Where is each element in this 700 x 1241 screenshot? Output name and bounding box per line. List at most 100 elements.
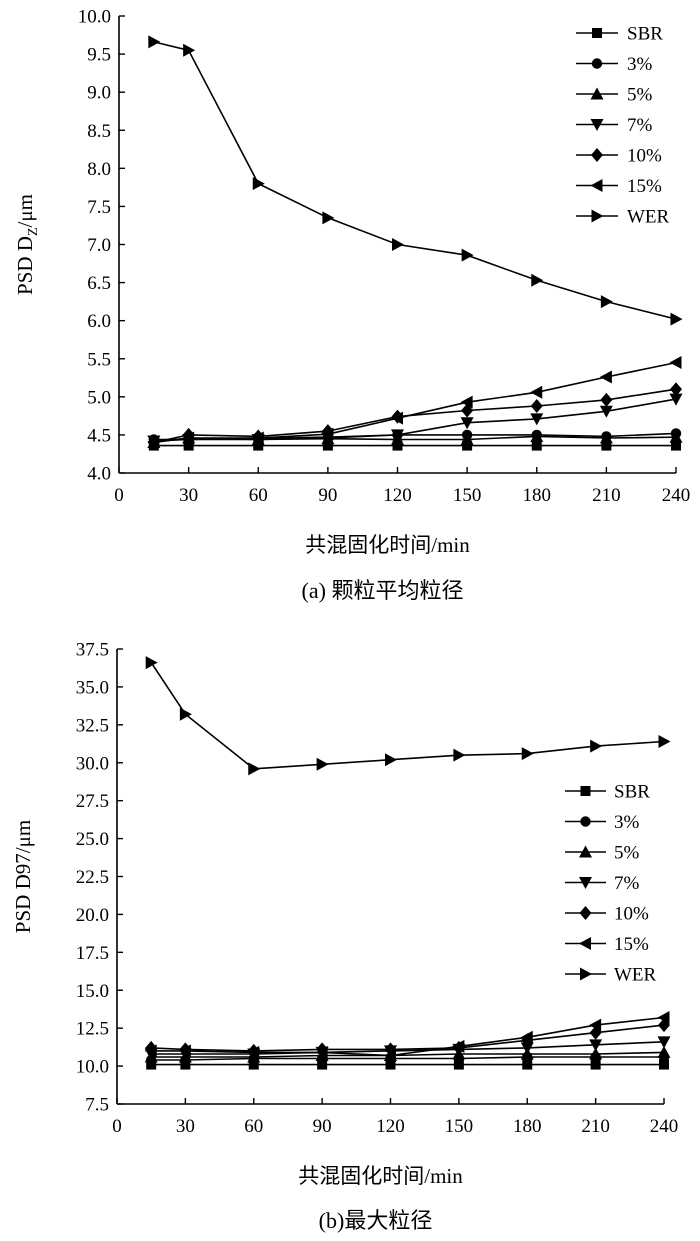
data-point <box>179 707 192 721</box>
data-point <box>148 35 161 49</box>
legend-item: 3% <box>565 812 640 833</box>
y-tick-label: 37.5 <box>76 640 109 661</box>
legend-marker <box>579 845 592 858</box>
x-tick-label: 150 <box>445 1116 474 1137</box>
y-tick-label: 32.5 <box>76 715 109 736</box>
legend-marker <box>579 937 591 950</box>
legend-label: 10% <box>614 904 649 925</box>
data-point <box>182 431 195 445</box>
data-point <box>460 432 474 445</box>
y-tick-label: 30.0 <box>76 753 109 774</box>
legend-label: 5% <box>614 843 640 864</box>
y-tick-label: 22.5 <box>76 867 109 888</box>
legend-item: SBR <box>565 782 650 803</box>
legend-item: 3% <box>576 54 653 75</box>
data-point <box>248 1059 259 1070</box>
y-tick-label: 35.0 <box>76 677 109 698</box>
legend-item: 15% <box>576 176 662 197</box>
series-line <box>151 1024 665 1052</box>
legend-marker <box>580 816 591 827</box>
data-point <box>251 431 264 445</box>
panel-a-mean-particle-size: 4.0 4.5 5.0 5.5 6.0 6.5 7.0 7.5 8.0 8.5 9.0 9.5 10.0… <box>13 7 690 604</box>
data-point <box>322 211 335 225</box>
data-point <box>589 1018 602 1032</box>
x-tick-label: 30 <box>176 1116 195 1137</box>
data-point <box>659 1059 669 1070</box>
data-point <box>248 762 261 776</box>
y-tick-label: 10.0 <box>78 7 111 28</box>
series-line <box>150 662 665 770</box>
data-point <box>658 735 671 749</box>
x-tick-label: 180 <box>513 1116 542 1137</box>
data-point <box>385 1059 396 1070</box>
legend-marker <box>590 87 604 100</box>
data-point <box>590 739 603 753</box>
data-point <box>247 1045 260 1059</box>
data-point <box>589 1047 603 1060</box>
data-point <box>183 43 196 57</box>
data-point <box>530 398 543 413</box>
data-point <box>600 392 613 407</box>
data-point <box>531 273 544 287</box>
legend-item: 7% <box>565 873 640 894</box>
legend-item: 10% <box>576 146 662 167</box>
legend-label: WER <box>627 207 670 228</box>
x-tick-label: 240 <box>662 485 691 506</box>
data-point <box>252 177 265 191</box>
data-point <box>392 238 404 251</box>
data-point <box>315 1045 328 1059</box>
data-point <box>385 753 397 767</box>
legend-item: 5% <box>576 85 653 106</box>
legend-label: 3% <box>627 54 653 75</box>
y-tick-label: 6.0 <box>87 311 111 332</box>
y-tick-label: 20.0 <box>76 905 109 926</box>
data-point <box>601 440 612 451</box>
legend-marker <box>580 967 592 981</box>
data-point <box>589 1039 603 1052</box>
x-tick-label: 0 <box>112 1116 122 1137</box>
y-tick-label: 17.5 <box>76 943 109 964</box>
data-point <box>462 440 473 451</box>
legend-item: 15% <box>565 934 649 955</box>
data-point <box>670 382 682 397</box>
series-15pct <box>147 356 682 449</box>
data-point <box>453 748 466 762</box>
data-point <box>669 356 682 370</box>
series-15pct <box>144 1011 670 1062</box>
data-point <box>600 295 613 309</box>
panel-caption: (b)最大粒径 <box>319 1208 433 1233</box>
y-tick-label: 5.5 <box>87 349 111 370</box>
y-axis-title: PSD DZ/μm <box>13 194 41 295</box>
x-tick-label: 90 <box>313 1116 332 1137</box>
data-point <box>657 1011 670 1025</box>
series-wer <box>148 35 683 326</box>
data-point <box>461 248 474 262</box>
x-tick-label: 210 <box>592 485 621 506</box>
data-point <box>460 417 474 430</box>
data-point <box>530 429 544 442</box>
data-point <box>452 1039 465 1053</box>
data-point <box>522 1059 533 1070</box>
legend-item: 5% <box>565 843 640 864</box>
data-point <box>316 757 329 771</box>
x-tick-label: 180 <box>523 485 552 506</box>
legend-marker <box>591 148 603 162</box>
y-tick-label: 7.5 <box>85 1095 109 1116</box>
y-tick-label: 25.0 <box>76 829 109 850</box>
legend-marker <box>590 179 603 192</box>
legend-label: SBR <box>614 782 650 803</box>
legend-label: WER <box>614 965 657 986</box>
legend-label: 5% <box>627 85 653 106</box>
data-point <box>530 385 543 399</box>
legend-item: 7% <box>576 115 653 136</box>
legend-label: 15% <box>627 176 662 197</box>
x-tick-label: 0 <box>114 485 124 506</box>
legend-marker <box>591 209 604 223</box>
y-tick-label: 9.0 <box>87 83 111 104</box>
legend-label: SBR <box>627 24 663 45</box>
x-tick-label: 210 <box>581 1116 610 1137</box>
data-point <box>669 430 683 443</box>
legend-item: SBR <box>576 24 663 45</box>
data-point <box>322 440 333 451</box>
legend-item: WER <box>576 207 670 228</box>
